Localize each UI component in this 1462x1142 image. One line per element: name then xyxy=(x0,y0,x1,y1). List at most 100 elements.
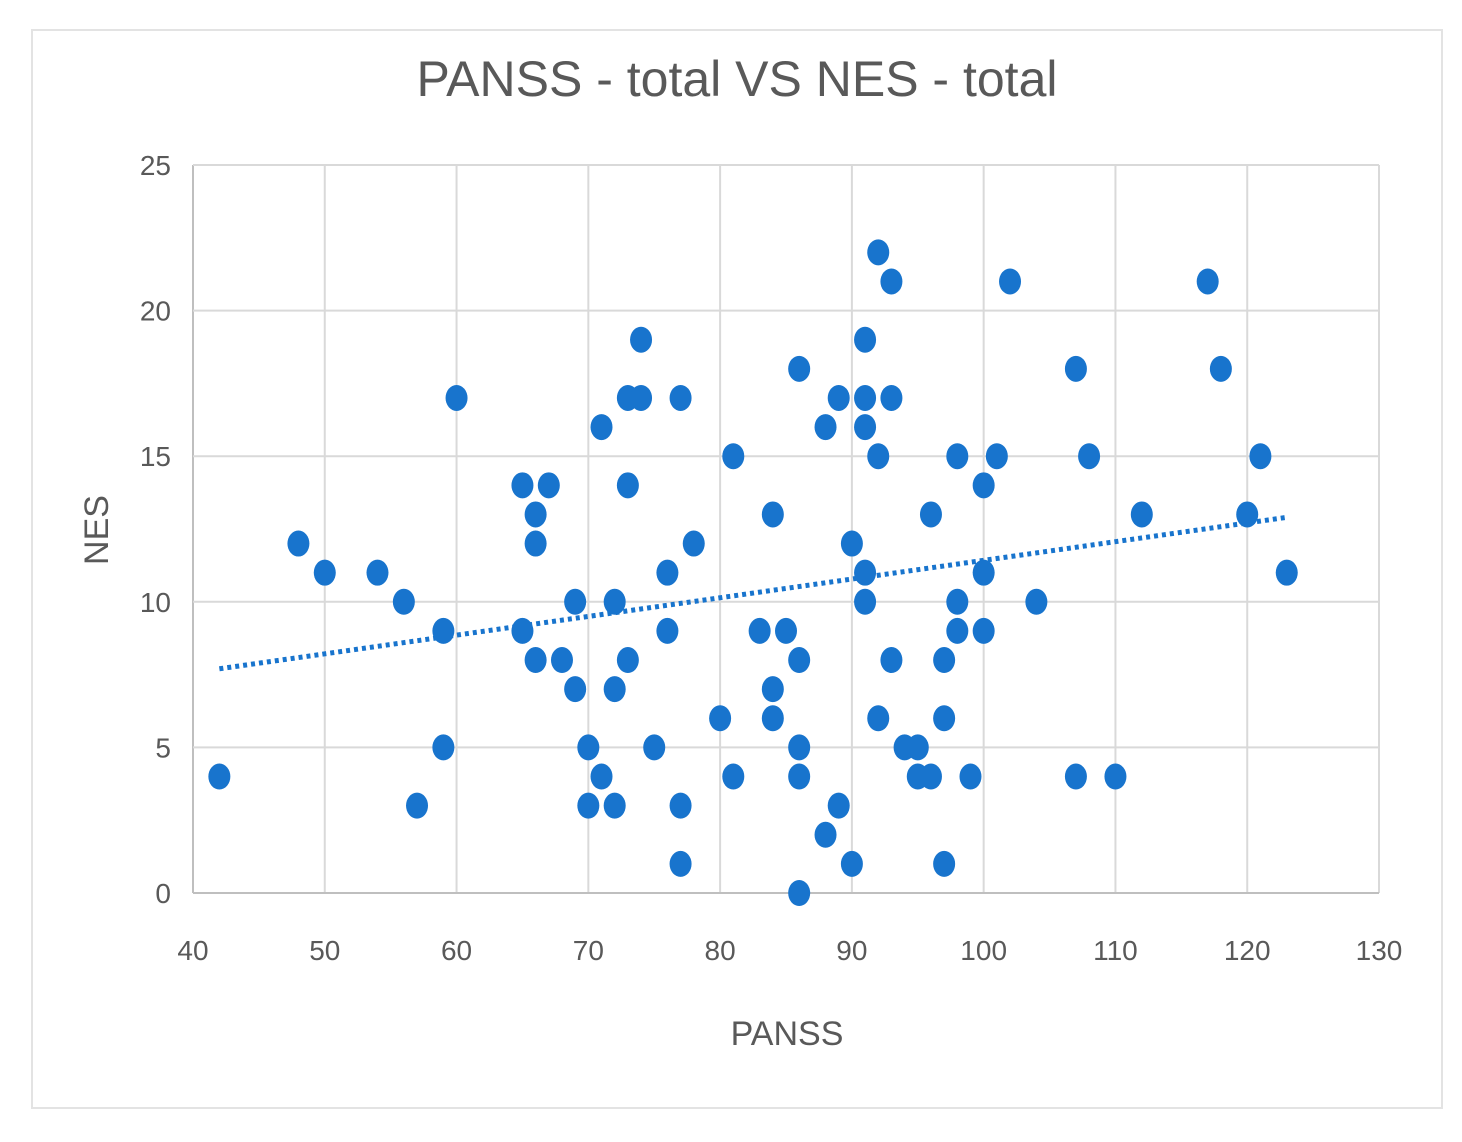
data-point xyxy=(854,588,877,615)
data-point xyxy=(761,676,784,703)
data-point xyxy=(682,530,705,557)
data-point xyxy=(814,821,837,848)
data-point xyxy=(972,617,995,644)
data-point xyxy=(1275,559,1298,586)
data-point xyxy=(840,850,863,877)
data-point xyxy=(827,384,850,411)
x-tick-label: 50 xyxy=(309,935,340,966)
data-point xyxy=(524,647,547,674)
data-point xyxy=(616,647,639,674)
data-point xyxy=(445,384,468,411)
data-point xyxy=(630,326,653,353)
data-point xyxy=(761,501,784,528)
data-point xyxy=(880,268,903,295)
data-point xyxy=(709,705,732,732)
data-point xyxy=(669,792,692,819)
y-axis-ticks: 0 5 10 15 20 25 xyxy=(140,150,171,909)
data-point xyxy=(867,443,890,470)
data-point xyxy=(814,414,837,441)
data-point xyxy=(669,384,692,411)
data-point xyxy=(656,617,679,644)
x-tick-label: 40 xyxy=(177,935,208,966)
data-point xyxy=(880,647,903,674)
data-point xyxy=(722,443,745,470)
x-axis-ticks: 40 50 60 70 80 90 100 110 120 130 xyxy=(177,935,1402,966)
trendline-group xyxy=(219,514,1288,672)
data-point xyxy=(854,559,877,586)
data-point xyxy=(287,530,310,557)
data-point xyxy=(919,501,942,528)
data-point xyxy=(999,268,1022,295)
data-point xyxy=(564,676,587,703)
data-point xyxy=(577,734,600,761)
x-tick-label: 120 xyxy=(1224,935,1271,966)
data-point xyxy=(722,763,745,790)
y-tick-label: 20 xyxy=(140,296,171,327)
x-tick-label: 80 xyxy=(705,935,736,966)
data-point xyxy=(1209,355,1232,382)
data-point xyxy=(392,588,415,615)
data-point xyxy=(603,588,626,615)
data-point xyxy=(511,472,534,499)
data-point xyxy=(1196,268,1219,295)
x-tick-label: 70 xyxy=(573,935,604,966)
data-point xyxy=(524,530,547,557)
data-point xyxy=(208,763,231,790)
data-point xyxy=(788,763,811,790)
data-point xyxy=(1025,588,1048,615)
y-tick-label: 0 xyxy=(155,878,171,909)
data-point xyxy=(748,617,771,644)
data-point xyxy=(840,530,863,557)
data-point xyxy=(603,792,626,819)
y-tick-label: 5 xyxy=(155,732,171,763)
data-point xyxy=(946,443,969,470)
data-point xyxy=(827,792,850,819)
data-point xyxy=(366,559,389,586)
data-point xyxy=(946,588,969,615)
x-tick-label: 60 xyxy=(441,935,472,966)
data-point xyxy=(867,239,890,266)
data-point xyxy=(524,501,547,528)
data-point xyxy=(577,792,600,819)
data-point xyxy=(788,880,811,906)
x-tick-label: 130 xyxy=(1356,935,1403,966)
data-point xyxy=(1104,763,1127,790)
chart-frame xyxy=(31,29,1443,1109)
data-point xyxy=(775,617,797,644)
data-point xyxy=(880,384,903,411)
data-point xyxy=(656,559,679,586)
data-point xyxy=(1064,355,1087,382)
x-tick-label: 110 xyxy=(1093,935,1138,966)
gridlines xyxy=(192,164,1380,894)
data-point xyxy=(550,647,573,674)
data-point xyxy=(590,414,613,441)
data-point xyxy=(630,384,653,411)
data-point xyxy=(590,763,613,790)
x-tick-label: 90 xyxy=(836,935,867,966)
data-point xyxy=(788,647,811,674)
y-tick-label: 10 xyxy=(140,587,171,618)
data-point xyxy=(1064,763,1087,790)
x-axis-label: PANSS xyxy=(731,1015,844,1053)
data-point xyxy=(854,326,877,353)
data-point xyxy=(761,705,784,732)
data-point xyxy=(1130,501,1153,528)
data-point xyxy=(933,850,956,877)
data-point xyxy=(933,647,956,674)
data-point xyxy=(854,414,877,441)
chart-title: PANSS - total VS NES - total xyxy=(417,51,1058,107)
data-point xyxy=(669,850,692,877)
data-point xyxy=(564,588,587,615)
data-point xyxy=(406,792,429,819)
data-point xyxy=(432,734,455,761)
data-point xyxy=(1249,443,1272,470)
data-point xyxy=(788,734,811,761)
data-point xyxy=(867,705,890,732)
data-point xyxy=(603,676,626,703)
data-point xyxy=(313,559,336,586)
data-point xyxy=(933,705,956,732)
data-point xyxy=(854,384,877,411)
data-point xyxy=(946,617,969,644)
data-point xyxy=(1236,501,1259,528)
